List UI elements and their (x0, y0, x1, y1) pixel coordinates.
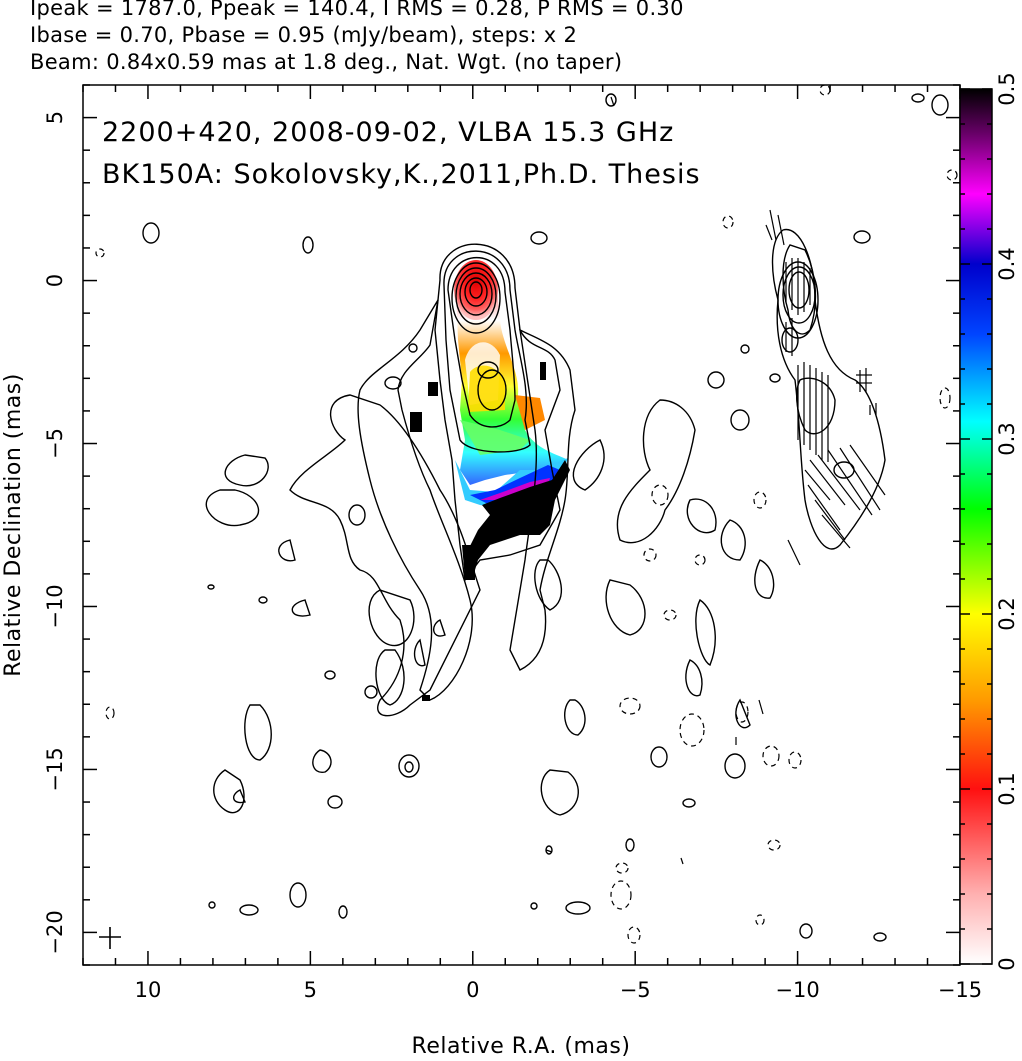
intensity-contours (142, 93, 949, 942)
y-axis-title: Relative Declination (mas) (1, 373, 26, 677)
y-tick-label: 5 (43, 111, 67, 124)
colorbar-tick-label: 0.3 (995, 422, 1019, 455)
colorbar-tick-label: 0.5 (995, 72, 1019, 105)
x-axis-title: Relative R.A. (mas) (412, 1034, 631, 1059)
header-line-3: Beam: 0.84x0.59 mas at 1.8 deg., Nat. Wg… (30, 50, 623, 74)
x-tick-label: −10 (775, 978, 819, 1002)
header-line-2: Ibase = 0.70, Pbase = 0.95 (mJy/beam), s… (30, 23, 578, 47)
y-tick-label: 0 (43, 274, 67, 287)
y-tick-label: −20 (43, 910, 67, 954)
x-tick-label: 10 (135, 978, 162, 1002)
beam-cross (99, 927, 121, 949)
y-tick-label: −15 (43, 747, 67, 791)
colorbar-tick-label: 0.4 (995, 247, 1019, 280)
polarization-color-image (410, 260, 570, 701)
colorbar-tick-label: 0.2 (995, 597, 1019, 630)
x-tick-label: 0 (466, 978, 479, 1002)
annotation-credit-line: BK150A: Sokolovsky,K.,2011,Ph.D. Thesis (102, 159, 701, 190)
y-tick-label: −10 (43, 584, 67, 628)
annotation-source-line: 2200+420, 2008-09-02, VLBA 15.3 GHz (102, 117, 674, 148)
colorbar: 0 0.1 0.2 0.3 0.4 0.5 (959, 72, 1019, 971)
evpa-vectors (765, 209, 886, 566)
colorbar-tick-label: 0 (995, 957, 1019, 970)
y-tick-labels: 5 0 −5 −10 −15 −20 (43, 111, 67, 955)
x-tick-label: −15 (938, 978, 982, 1002)
y-tick-label: −5 (43, 428, 67, 459)
x-tick-labels: 10 5 0 −5 −10 −15 (135, 978, 983, 1002)
x-tick-label: 5 (304, 978, 317, 1002)
x-tick-label: −5 (620, 978, 651, 1002)
header-line-1: Ipeak = 1787.0, Ppeak = 140.4, I RMS = 0… (30, 0, 684, 20)
colorbar-tick-label: 0.1 (995, 772, 1019, 805)
small-markers (545, 96, 764, 865)
